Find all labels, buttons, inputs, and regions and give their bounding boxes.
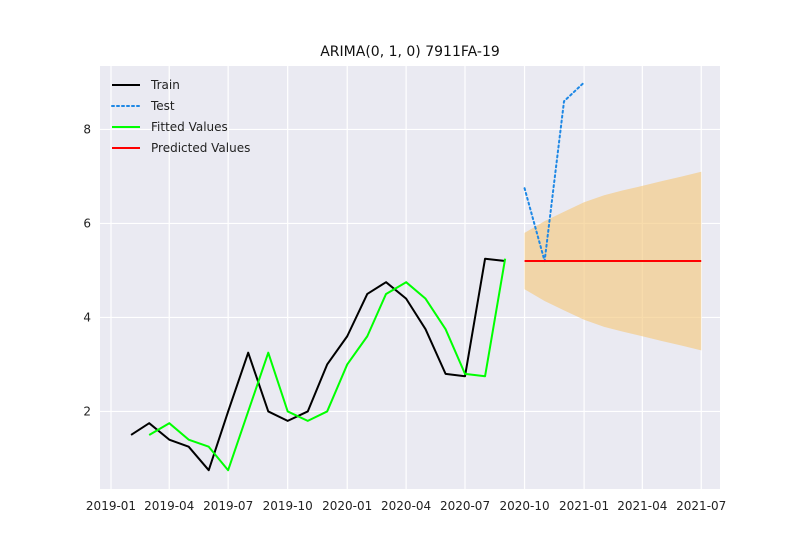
y-tick-label: 4: [83, 310, 91, 324]
x-tick-label: 2020-04: [381, 499, 431, 513]
legend-label-test: Test: [150, 99, 175, 113]
x-tick-label: 2020-10: [499, 499, 549, 513]
x-tick-label: 2021-07: [676, 499, 726, 513]
series-line-train: [130, 257, 506, 472]
legend-label-predicted-values: Predicted Values: [151, 141, 250, 155]
y-tick-label: 8: [83, 122, 91, 136]
x-tick-label: 2019-01: [86, 499, 136, 513]
chart-title: ARIMA(0, 1, 0) 7911FA-19: [320, 44, 500, 60]
y-tick-label: 6: [83, 216, 91, 230]
series-lines: [130, 81, 702, 472]
x-tick-label: 2020-07: [440, 499, 490, 513]
y-tick-label: 2: [83, 404, 91, 418]
legend: Train Test Fitted Values Predicted Values: [111, 78, 250, 155]
legend-label-train: Train: [150, 78, 180, 92]
x-tick-label: 2019-10: [263, 499, 313, 513]
series-line-fitted-values: [148, 258, 507, 472]
x-tick-label: 2019-04: [144, 499, 194, 513]
x-tick-label: 2021-01: [559, 499, 609, 513]
x-axis-ticks: 2019-01 2019-04 2019-07 2019-10 2020-01 2020-…: [86, 499, 726, 513]
x-tick-label: 2021-04: [617, 499, 667, 513]
legend-label-fitted-values: Fitted Values: [151, 120, 228, 134]
series-line-test: [523, 81, 586, 263]
x-tick-label: 2020-01: [322, 499, 372, 513]
y-axis-ticks: 2 4 6 8: [83, 122, 91, 418]
x-tick-label: 2019-07: [203, 499, 253, 513]
